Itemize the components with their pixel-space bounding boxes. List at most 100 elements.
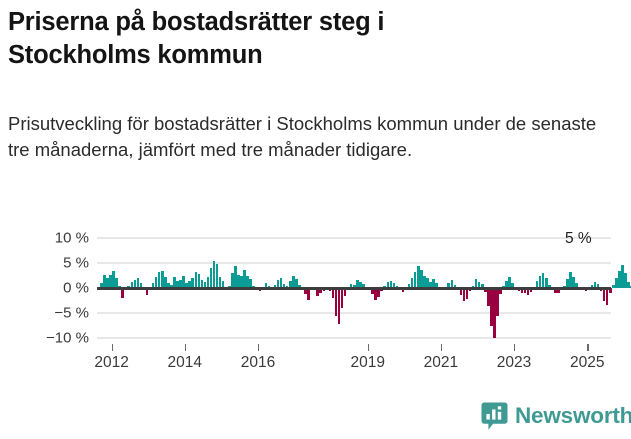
x-axis-tick-label: 2012: [94, 354, 129, 371]
bar: [593, 282, 597, 288]
newsworthy-logo: Newsworthy: [481, 401, 631, 431]
bar: [566, 279, 569, 288]
x-axis-tick-label: 2016: [240, 354, 276, 371]
bar: [423, 276, 426, 288]
x-axis-tick: [367, 344, 370, 351]
bar: [103, 275, 106, 288]
bar: [340, 288, 344, 308]
bar: [480, 284, 484, 288]
bar: [615, 278, 618, 288]
bar: [234, 265, 237, 288]
x-axis-tick: [440, 344, 443, 351]
bar: [276, 280, 280, 288]
bar: [243, 270, 246, 288]
bar: [493, 288, 496, 338]
bar: [508, 277, 511, 288]
bar: [337, 288, 341, 324]
bar: [420, 269, 423, 288]
bar: [569, 272, 572, 288]
bar: [136, 278, 140, 288]
bar: [477, 282, 481, 288]
bar: [151, 283, 155, 288]
bar: [212, 260, 216, 288]
bar: [356, 280, 359, 288]
bar: [410, 278, 414, 288]
bar: [206, 277, 210, 288]
bar: [292, 276, 295, 288]
bar: [487, 288, 490, 306]
page-subtitle: Prisutveckling för bostadsrätter i Stock…: [8, 113, 597, 161]
bar: [304, 288, 307, 294]
bar: [288, 280, 292, 288]
bar: [523, 288, 527, 293]
bar: [240, 275, 243, 288]
zero-axis-line: [97, 286, 611, 290]
y-axis-tick-label: 0 %: [63, 279, 89, 297]
bar: [203, 282, 207, 288]
bar: [154, 276, 158, 288]
bar: [429, 282, 432, 288]
bar: [386, 281, 390, 288]
bar: [188, 281, 191, 288]
bar: [334, 288, 338, 316]
y-axis-tick-label: −5 %: [54, 304, 89, 322]
bar: [447, 282, 450, 288]
bar: [349, 283, 353, 288]
bar: [496, 288, 499, 316]
bar: [450, 280, 454, 288]
bar: [554, 288, 557, 293]
bar: [575, 282, 578, 288]
bar: [112, 271, 115, 288]
bar: [416, 265, 420, 288]
bar: [413, 272, 417, 288]
x-axis: 2012 2014 2016 2019 2021 2023 2025: [0, 338, 631, 382]
bar: [548, 284, 551, 288]
bar: [608, 288, 612, 293]
bar: [161, 271, 164, 288]
bar: [529, 288, 533, 292]
bar: [407, 283, 411, 288]
bar: [221, 281, 225, 288]
x-axis-tick-label: 2019: [350, 354, 385, 371]
bar: [145, 288, 149, 295]
bar: [167, 283, 170, 288]
bar: [605, 288, 609, 305]
x-axis-tick-label: 2014: [167, 354, 203, 371]
gridline: [97, 262, 611, 264]
bar: [484, 288, 487, 292]
bar: [209, 268, 213, 288]
bar: [164, 277, 167, 288]
x-axis-tick-label: 2021: [423, 354, 459, 371]
bar: [544, 278, 548, 288]
bar: [621, 264, 624, 288]
bar: [200, 280, 204, 288]
bar: [435, 283, 438, 288]
bar: [459, 288, 463, 295]
bar: [139, 283, 143, 288]
bar: [596, 284, 600, 288]
bar: [377, 288, 380, 297]
plot-area: [97, 237, 631, 339]
bar: [462, 288, 466, 301]
bar: [468, 288, 472, 291]
bar: [295, 279, 298, 288]
x-axis-tick-label: 2023: [496, 354, 532, 371]
bar: [359, 282, 362, 288]
y-axis-tick-label: 5 %: [63, 254, 89, 272]
page-title: Priserna på bostadsrätter steg i Stockho…: [8, 8, 385, 69]
bar: [179, 280, 182, 288]
bar: [343, 288, 347, 296]
bar: [246, 276, 249, 288]
bar: [237, 275, 240, 288]
bar: [194, 272, 198, 288]
bar: [100, 282, 103, 288]
bar: [572, 276, 575, 288]
bar: [182, 275, 185, 288]
bar: [328, 288, 332, 291]
x-axis-tick: [257, 344, 260, 351]
bar: [624, 273, 627, 288]
bar: [520, 288, 524, 293]
bar: [331, 288, 335, 298]
bar: [191, 277, 195, 288]
